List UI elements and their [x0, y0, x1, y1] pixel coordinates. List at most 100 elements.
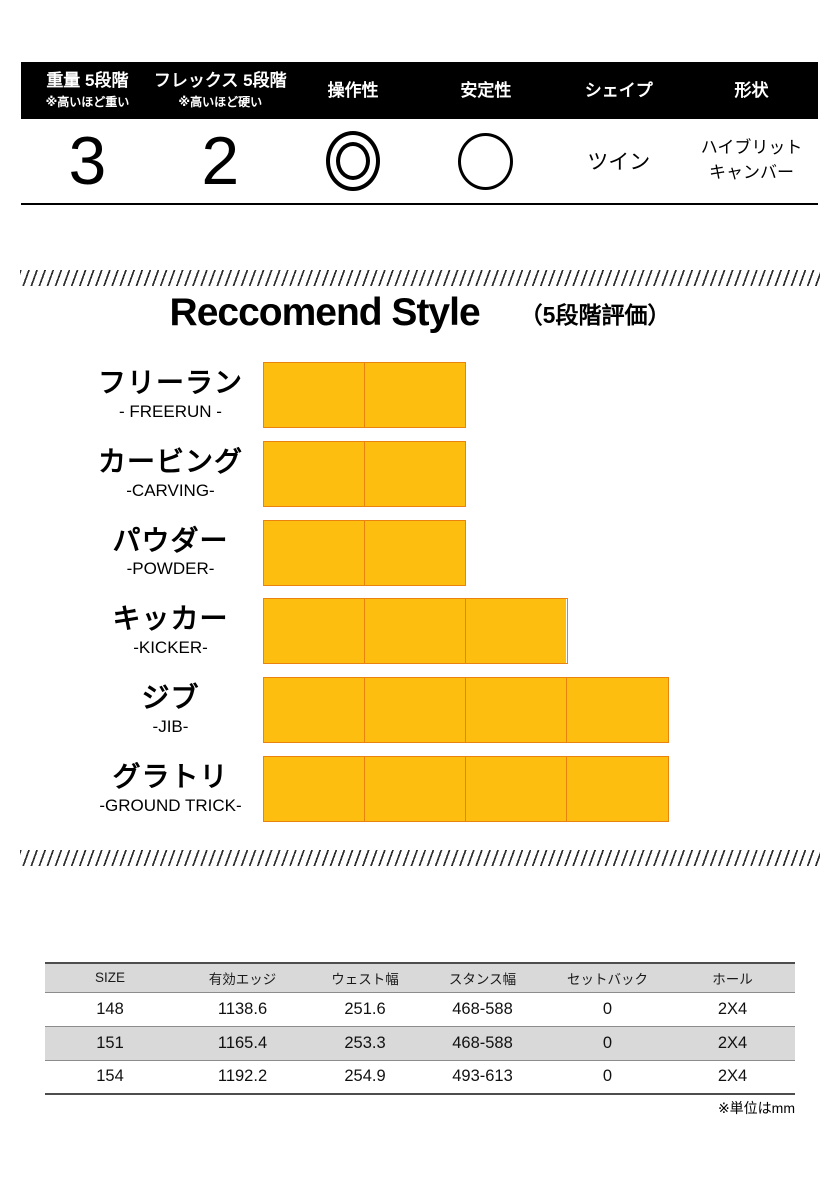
stability-value-cell: [419, 119, 552, 203]
cell-effective-edge: 1138.6: [217, 999, 268, 1018]
spec-header-shape: シェイプ: [552, 62, 685, 119]
profile-value: ハイブリット キャンバー: [701, 136, 803, 185]
rating-segment: [466, 678, 567, 743]
col-header-stance-width: スタンス幅: [420, 963, 545, 992]
cell-setback: 0: [602, 1067, 613, 1086]
cell-stance-width: 468-588: [420, 1026, 545, 1060]
rating-segment: [466, 756, 567, 821]
spec-header-bar: 重量 5段階 ※高いほど重い フレックス 5段階 ※高いほど硬い 操作性 安定性…: [21, 62, 818, 119]
rating-bar: [263, 598, 568, 665]
rating-segment: [567, 756, 668, 821]
style-label-en: -CARVING-: [126, 480, 215, 500]
rating-segment: [465, 599, 567, 664]
maneuverability-label: 操作性: [327, 80, 379, 100]
double-circle-icon: [326, 131, 381, 191]
cell-stance-width: 493-613: [452, 1067, 513, 1086]
style-row-jib: ジブ -JIB-: [0, 677, 840, 756]
cell-effective-edge: 1192.2: [217, 1067, 268, 1086]
cell-setback: 0: [602, 999, 613, 1018]
spec-values-row: 3 2 ツイン ハイブリット キャンバー: [21, 119, 818, 203]
unit-note: ※単位はmm: [717, 1100, 795, 1116]
style-label: フリーラン - FREERUN -: [48, 367, 293, 422]
cell-stance-width: 468-588: [452, 999, 513, 1018]
rating-segment: [264, 363, 365, 427]
rating-bar: [263, 519, 466, 586]
rating-segment: [365, 756, 466, 821]
cell-size: 151: [45, 1026, 175, 1060]
rating-segment: [364, 520, 465, 585]
style-label-en: -KICKER-: [133, 638, 208, 658]
flex-label: フレックス 5段階: [153, 71, 287, 91]
style-label-en: -POWDER-: [126, 559, 215, 579]
col-header-waist-width: ウェスト幅: [310, 963, 420, 992]
profile-label: 形状: [734, 80, 769, 100]
col-header-size: SIZE: [45, 963, 175, 992]
style-label-ja: フリーラン: [97, 367, 243, 399]
weight-value-cell: 3: [21, 119, 154, 203]
rating-segment: [364, 599, 466, 664]
recommend-title: Reccomend Style: [169, 291, 481, 334]
rating-bar: [263, 440, 466, 507]
circle-icon: [458, 132, 514, 190]
col-header-setback: セットバック: [545, 963, 670, 992]
style-label-en: - FREERUN -: [119, 401, 222, 421]
rating-segment: [364, 363, 465, 427]
double-circle-inner-icon: [336, 142, 371, 180]
cell-waist-width: 254.9: [344, 1067, 386, 1086]
flex-value: 2: [201, 123, 240, 199]
cell-hole: 2X4: [670, 1026, 795, 1060]
rating-bar: [263, 677, 669, 744]
style-row-ground-trick: グラトリ -GROUND TRICK-: [0, 755, 840, 835]
cell-setback: 0: [545, 1026, 670, 1060]
style-row-kicker: キッカー -KICKER-: [0, 598, 840, 677]
rating-segment: [364, 441, 465, 506]
style-label: パウダー -POWDER-: [48, 524, 293, 580]
weight-label: 重量 5段階: [46, 71, 129, 91]
table-row-154: 154 1192.2 254.9 493-613 0 2X4: [45, 1060, 795, 1094]
cell-hole: 2X4: [717, 1067, 748, 1086]
shape-value: ツイン: [587, 151, 651, 174]
slash-divider-bottom: [20, 850, 820, 866]
cell-effective-edge: 1165.4: [175, 1026, 310, 1060]
shape-label: シェイプ: [584, 80, 653, 100]
slash-divider-top: [20, 270, 820, 286]
weight-value: 3: [68, 123, 107, 199]
cell-waist-width: 253.3: [310, 1026, 420, 1060]
style-row-powder: パウダー -POWDER-: [0, 519, 840, 599]
stability-label: 安定性: [460, 80, 512, 100]
style-label-en: -GROUND TRICK-: [99, 795, 242, 815]
rating-segment: [264, 599, 365, 664]
table-row-148: 148 1138.6 251.6 468-588 0 2X4: [45, 992, 795, 1026]
spec-header-flex: フレックス 5段階 ※高いほど硬い: [154, 62, 287, 119]
col-header-hole: ホール: [670, 963, 795, 992]
col-header-effective-edge: 有効エッジ: [175, 963, 310, 992]
rating-bar: [263, 362, 466, 428]
style-label-en: -JIB-: [152, 717, 189, 737]
style-label-ja: キッカー: [112, 603, 229, 635]
spec-header-maneuverability: 操作性: [287, 62, 420, 119]
weight-sublabel: ※高いほど重い: [45, 94, 130, 109]
style-row-carving: カービング -CARVING-: [0, 440, 840, 520]
style-label-ja: グラトリ: [112, 761, 229, 793]
cell-hole: 2X4: [717, 999, 748, 1018]
table-row-151: 151 1165.4 253.3 468-588 0 2X4: [45, 1026, 795, 1060]
style-label: キッカー -KICKER-: [48, 604, 293, 658]
recommend-title-row: Reccomend Style （5段階評価）: [0, 286, 840, 340]
spec-header-profile: 形状: [685, 62, 818, 119]
style-row-freerun: フリーラン - FREERUN -: [0, 362, 840, 441]
style-label: グラトリ -GROUND TRICK-: [48, 761, 293, 816]
profile-value-line1: ハイブリット: [700, 138, 803, 158]
rating-segment: [264, 678, 365, 743]
flex-sublabel: ※高いほど硬い: [178, 94, 263, 109]
style-label-ja: カービング: [97, 445, 243, 477]
style-rating-chart: フリーラン - FREERUN - カービング -CARVING- パウダー -…: [0, 362, 840, 835]
style-label-ja: パウダー: [112, 524, 229, 556]
rating-segment: [264, 520, 365, 585]
maneuverability-value-cell: [287, 119, 420, 203]
recommend-subtitle: （5段階評価）: [519, 302, 671, 328]
cell-size: 154: [96, 1067, 124, 1086]
rating-segment: [365, 678, 466, 743]
size-spec-table: SIZE 有効エッジ ウェスト幅 スタンス幅 セットバック ホール 148 11…: [45, 962, 795, 1095]
cell-waist-width: 251.6: [344, 999, 386, 1018]
